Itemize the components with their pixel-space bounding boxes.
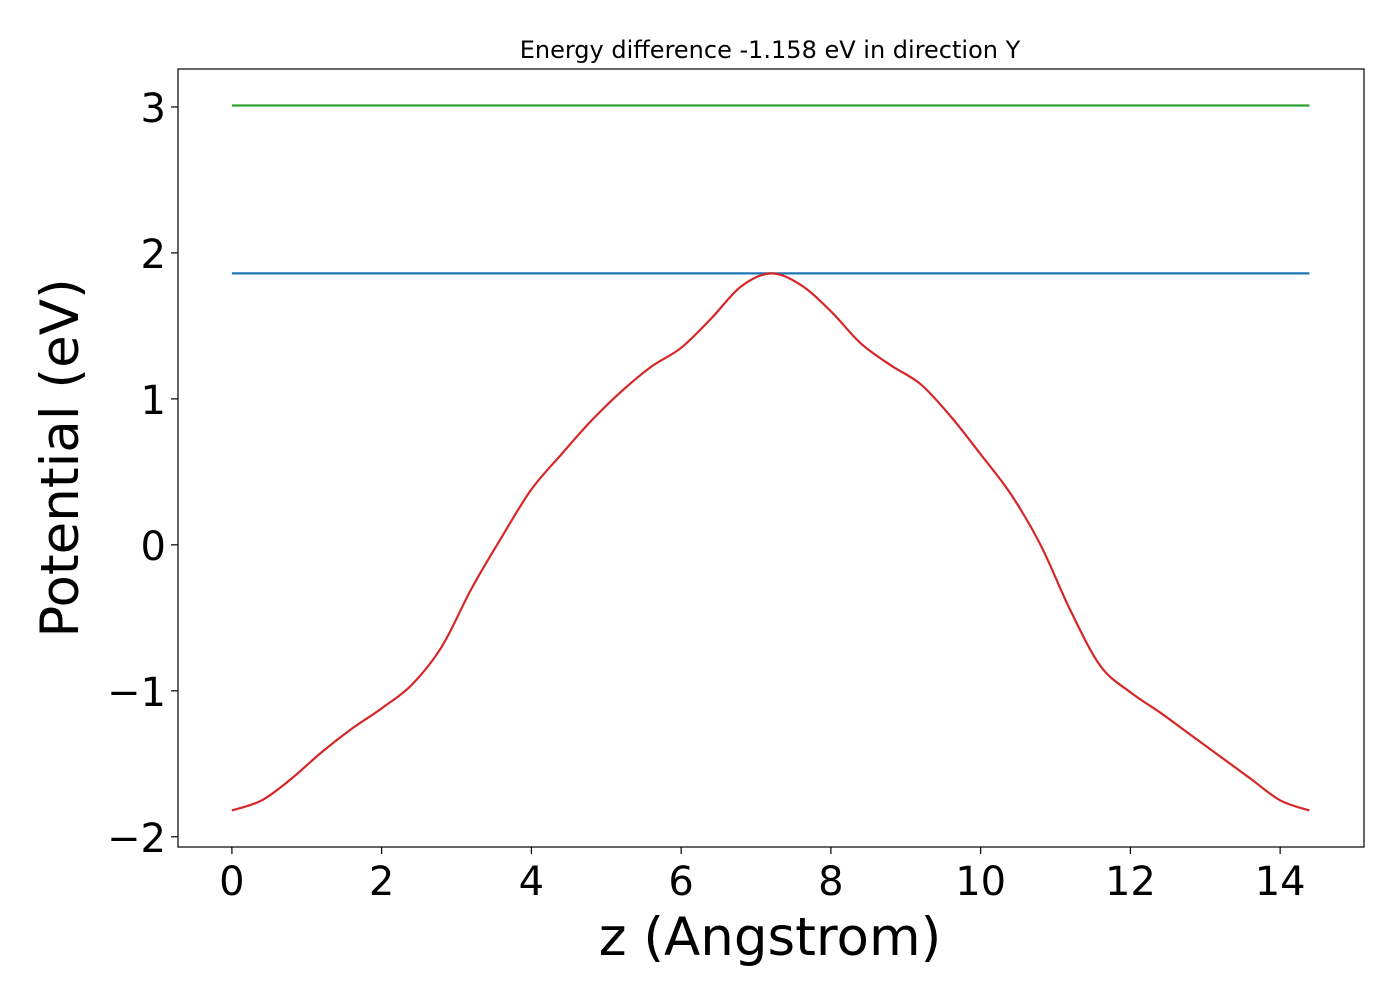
axes-frame — [177, 68, 1365, 848]
y-axis-ticks: −2 −1 0 1 2 3 — [107, 86, 178, 862]
x-tick-label: 8 — [818, 859, 843, 905]
chart-title: Energy difference -1.158 eV in direction… — [520, 36, 1021, 64]
y-tick-label: −1 — [107, 670, 166, 716]
x-tick-label: 4 — [519, 859, 544, 905]
series-line-potential — [231, 272, 1310, 812]
y-tick-label: 1 — [141, 378, 166, 424]
y-axis-label: Potential (eV) — [30, 278, 91, 637]
x-axis-ticks: 0 2 4 6 8 10 12 14 — [219, 847, 1306, 905]
y-tick-label: 3 — [141, 86, 166, 132]
x-axis-label: z (Angstrom) — [599, 907, 942, 968]
x-tick-label: 14 — [1255, 859, 1306, 905]
x-tick-label: 12 — [1105, 859, 1156, 905]
x-tick-label: 0 — [219, 859, 244, 905]
y-tick-label: 2 — [141, 232, 166, 278]
x-tick-label: 6 — [668, 859, 693, 905]
x-tick-label: 10 — [955, 859, 1006, 905]
y-tick-label: −2 — [107, 816, 166, 862]
x-tick-label: 2 — [369, 859, 394, 905]
plot-area — [231, 104, 1310, 812]
y-tick-label: 0 — [141, 524, 166, 570]
